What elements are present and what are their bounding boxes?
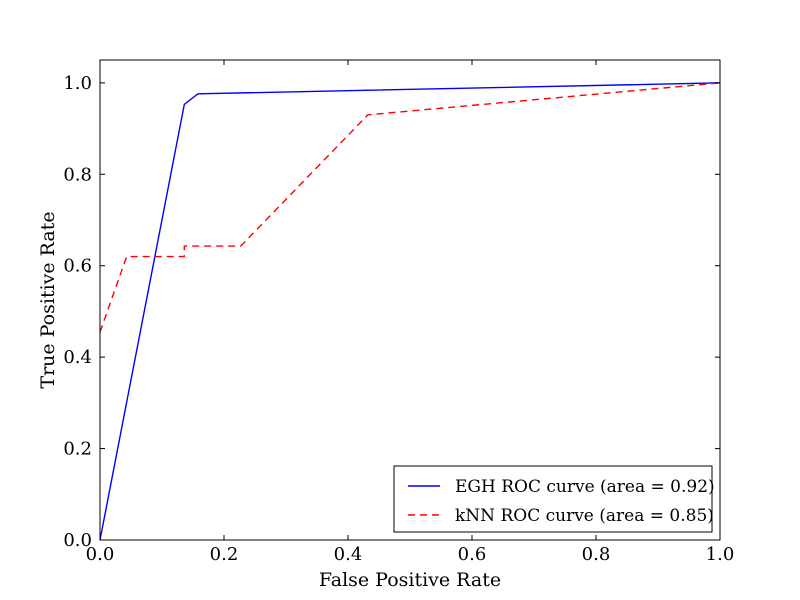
legend-label-knn: kNN ROC curve (area = 0.85) <box>455 506 714 526</box>
y-tick-label: 1.0 <box>63 73 92 94</box>
y-tick-label: 0.4 <box>63 347 92 368</box>
x-tick-label: 0.6 <box>458 544 487 565</box>
x-tick-label: 0.0 <box>86 544 115 565</box>
y-axis-title: True Positive Rate <box>37 211 59 388</box>
legend-label-egh: EGH ROC curve (area = 0.92) <box>455 477 715 497</box>
y-tick-label: 0.6 <box>63 256 92 277</box>
series-layer <box>99 82 721 541</box>
x-tick-label: 1.0 <box>706 544 735 565</box>
legend-box <box>393 465 713 533</box>
x-tick-label: 0.8 <box>582 544 611 565</box>
y-tick-label: 0.0 <box>63 530 92 551</box>
series-line-knn <box>99 82 721 333</box>
series-line-egh <box>99 82 721 541</box>
x-axis-title: False Positive Rate <box>319 569 501 591</box>
x-tick-label: 0.4 <box>334 544 363 565</box>
legend: EGH ROC curve (area = 0.92) kNN ROC curv… <box>393 465 715 533</box>
y-tick-label: 0.2 <box>63 439 92 460</box>
ticks-layer: 0.0 0.2 0.4 0.6 0.8 1.0 0.0 0.2 0.4 0.6 0.8 1.0 <box>63 60 734 565</box>
y-tick-label: 0.8 <box>63 164 92 185</box>
plot-area-frame <box>99 59 721 541</box>
x-tick-label: 0.2 <box>210 544 239 565</box>
